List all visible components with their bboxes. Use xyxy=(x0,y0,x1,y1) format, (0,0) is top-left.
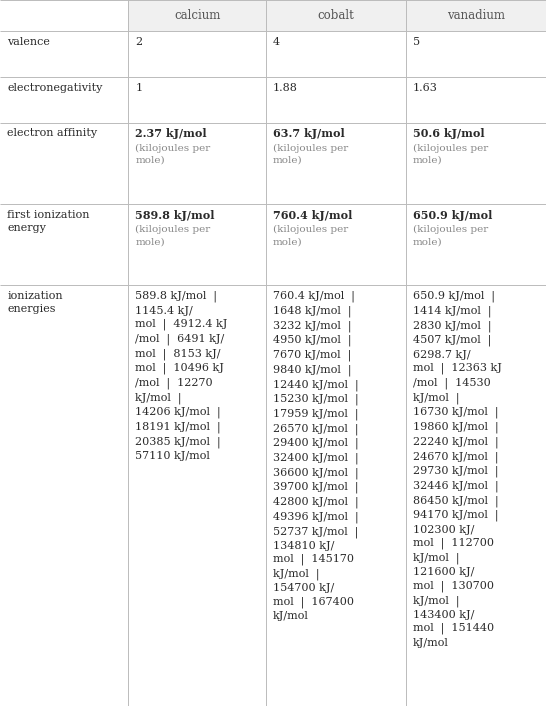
Text: 650.9 kJ/mol  |
1414 kJ/mol  |
2830 kJ/mol  |
4507 kJ/mol  |
6298.7 kJ/
mol  |  : 650.9 kJ/mol | 1414 kJ/mol | 2830 kJ/mol… xyxy=(413,291,502,647)
Text: (kilojoules per
mole): (kilojoules per mole) xyxy=(273,144,348,165)
Text: 760.4 kJ/mol: 760.4 kJ/mol xyxy=(273,210,352,221)
Text: valence: valence xyxy=(7,37,50,47)
Text: electronegativity: electronegativity xyxy=(7,83,103,92)
Text: 760.4 kJ/mol  |
1648 kJ/mol  |
3232 kJ/mol  |
4950 kJ/mol  |
7670 kJ/mol  |
9840: 760.4 kJ/mol | 1648 kJ/mol | 3232 kJ/mol… xyxy=(273,291,359,621)
Text: 2: 2 xyxy=(135,37,143,47)
Text: 650.9 kJ/mol: 650.9 kJ/mol xyxy=(413,210,492,221)
Text: (kilojoules per
mole): (kilojoules per mole) xyxy=(135,225,211,246)
Text: 50.6 kJ/mol: 50.6 kJ/mol xyxy=(413,128,484,140)
Bar xyxy=(406,0,546,31)
Text: (kilojoules per
mole): (kilojoules per mole) xyxy=(273,225,348,246)
Text: 63.7 kJ/mol: 63.7 kJ/mol xyxy=(273,128,345,140)
Text: first ionization
energy: first ionization energy xyxy=(7,210,90,233)
Text: (kilojoules per
mole): (kilojoules per mole) xyxy=(135,144,211,165)
Text: cobalt: cobalt xyxy=(317,9,354,22)
Text: calcium: calcium xyxy=(174,9,220,22)
Text: 1: 1 xyxy=(135,83,143,92)
Bar xyxy=(128,0,266,31)
Text: 589.8 kJ/mol: 589.8 kJ/mol xyxy=(135,210,215,221)
Bar xyxy=(266,0,406,31)
Text: 1.88: 1.88 xyxy=(273,83,298,92)
Text: ionization
energies: ionization energies xyxy=(7,291,63,314)
Text: (kilojoules per
mole): (kilojoules per mole) xyxy=(413,225,488,246)
Text: (kilojoules per
mole): (kilojoules per mole) xyxy=(413,144,488,165)
Text: 589.8 kJ/mol  |
1145.4 kJ/
mol  |  4912.4 kJ
/mol  |  6491 kJ/
mol  |  8153 kJ/
: 589.8 kJ/mol | 1145.4 kJ/ mol | 4912.4 k… xyxy=(135,291,228,461)
Text: vanadium: vanadium xyxy=(447,9,505,22)
Text: electron affinity: electron affinity xyxy=(7,128,97,138)
Text: 4: 4 xyxy=(273,37,280,47)
Text: 5: 5 xyxy=(413,37,420,47)
Text: 1.63: 1.63 xyxy=(413,83,438,92)
Text: 2.37 kJ/mol: 2.37 kJ/mol xyxy=(135,128,207,140)
